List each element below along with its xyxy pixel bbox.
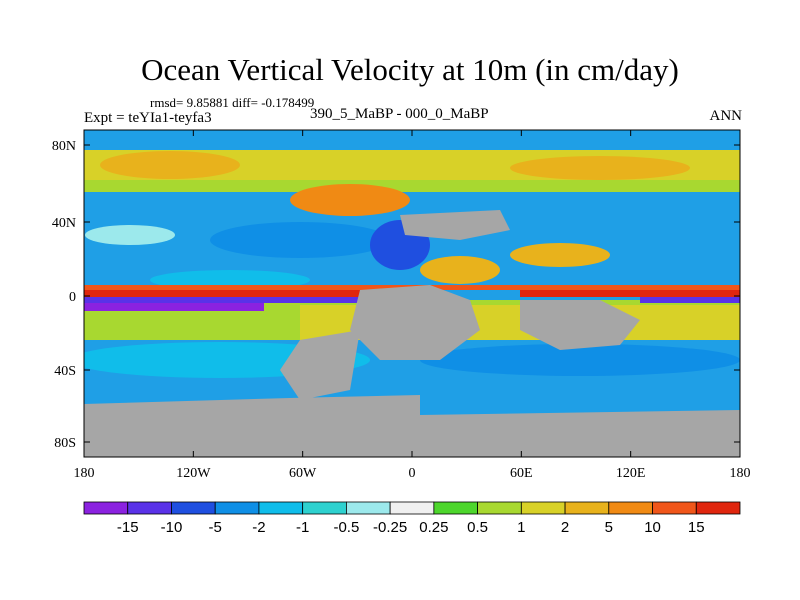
y-tick-label: 80N — [52, 139, 76, 154]
colorbar-label: 0.5 — [467, 519, 488, 536]
colorbar-label: -0.25 — [373, 519, 407, 536]
colorbar-swatch — [171, 501, 216, 515]
north-pacific-orange-patch — [100, 151, 240, 179]
antarctica-land-west — [84, 395, 420, 457]
map-field — [84, 130, 740, 457]
australia-land — [520, 300, 640, 350]
white-cyan-patch — [85, 225, 175, 245]
equatorial-purple-band — [84, 297, 364, 303]
colorbar-label: 2 — [561, 519, 569, 536]
x-tick-label: 120E — [616, 466, 646, 481]
equatorial-red-band — [84, 290, 364, 297]
colorbar-swatch — [608, 501, 653, 515]
colorbar-swatch — [433, 501, 479, 515]
y-tick-label: 40S — [54, 364, 76, 379]
colorbar-label: -2 — [252, 519, 265, 536]
y-axis: 80N 40N 0 40S 80S — [52, 139, 740, 451]
colorbar-label: 15 — [688, 519, 705, 536]
colorbar-label: -0.5 — [333, 519, 359, 536]
north-asia-orange-patch — [510, 156, 690, 180]
colorbar-swatch — [477, 501, 522, 515]
x-tick-label: 180 — [74, 466, 95, 481]
tropical-east-orange-patch — [510, 243, 610, 267]
x-tick-label: 60E — [510, 466, 533, 481]
y-tick-label: 0 — [69, 290, 76, 305]
africa-land — [350, 285, 480, 360]
colorbar-swatch — [214, 501, 260, 515]
y-tick-label: 40N — [52, 216, 76, 231]
tropical-orange-patch — [420, 256, 500, 284]
eurasia-land — [400, 210, 510, 240]
colorbar-swatch — [345, 501, 391, 515]
plot-title: Ocean Vertical Velocity at 10m (in cm/da… — [141, 52, 679, 87]
colorbar-swatch — [258, 501, 304, 515]
colorbar-swatch — [302, 501, 347, 515]
rmsd-diff-stats: rmsd= 9.85881 diff= -0.178499 — [150, 95, 315, 110]
mid-atlantic-blue-zone — [210, 222, 390, 258]
south-america-land — [280, 330, 360, 400]
x-tick-label: 0 — [409, 466, 416, 481]
colorbar-swatch — [695, 501, 741, 515]
colorbar-swatch — [564, 501, 610, 515]
difference-label: 390_5_MaBP - 000_0_MaBP — [310, 106, 489, 122]
x-axis: 180 120W 60W 0 60E 120E 180 — [74, 130, 751, 481]
colorbar-swatch — [389, 501, 435, 515]
colorbar-swatch — [127, 501, 172, 515]
southern-blue-zone — [420, 344, 740, 376]
antarctica-land-east — [420, 410, 740, 457]
colorbar-swatch — [83, 501, 129, 515]
equatorial-violet-band — [84, 303, 264, 311]
colorbar-label: -10 — [161, 519, 183, 536]
north-atlantic-orange-patch — [290, 184, 410, 216]
equatorial-purple-band-east — [640, 297, 740, 303]
colorbar-label: -1 — [296, 519, 309, 536]
colorbar-swatch — [520, 501, 566, 515]
colorbar-label: 10 — [644, 519, 661, 536]
experiment-label: Expt = teYIa1-teyfa3 — [84, 110, 212, 126]
colorbar-swatch — [652, 501, 697, 515]
equatorial-red-band-east — [520, 290, 740, 297]
x-tick-label: 180 — [730, 466, 751, 481]
season-label: ANN — [709, 108, 743, 124]
northern-green-band — [84, 180, 740, 192]
colorbar-label: 0.25 — [419, 519, 448, 536]
x-tick-label: 60W — [289, 466, 317, 481]
colorbar-label: 1 — [517, 519, 525, 536]
colorbar-label: -5 — [209, 519, 222, 536]
y-tick-label: 80S — [54, 436, 76, 451]
x-tick-label: 120W — [176, 466, 211, 481]
colorbar: -15 -10 -5 -2 -1 -0.5 -0.25 0.25 0.5 1 2 5 10 15 — [83, 501, 741, 536]
colorbar-label: -15 — [117, 519, 139, 536]
colorbar-label: 5 — [605, 519, 613, 536]
